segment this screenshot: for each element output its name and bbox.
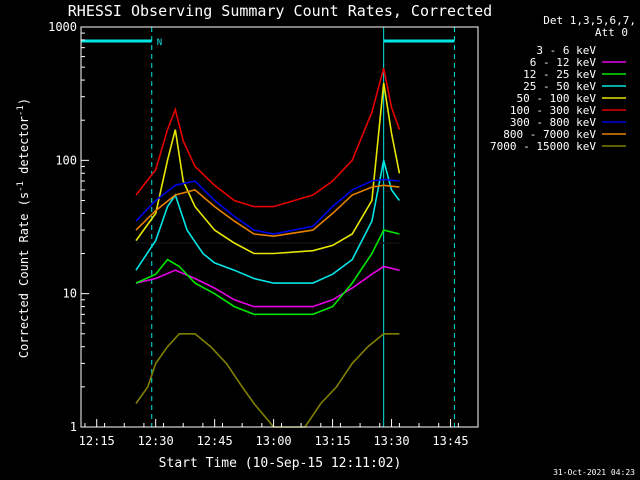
y-axis-label-main: Corrected Count Rate (s [17,192,31,358]
legend-label-2: 12 - 25 keV [523,68,596,81]
series-line-1 [135,265,400,308]
series-lines [135,68,401,428]
legend-label-6: 300 - 800 keV [510,116,596,129]
y-tick-label-1: 10 [63,287,77,301]
legend-label-3: 25 - 50 keV [523,80,596,93]
legend-label-1: 6 - 12 keV [530,56,597,69]
series-line-7 [135,184,400,238]
x-tick-label-5: 13:30 [373,434,409,448]
y-axis-label-mid: detector [17,116,31,181]
y-tick-label-0: 1 [70,420,77,434]
x-tick-label-4: 13:15 [315,434,351,448]
y-tick-label-3: 1000 [48,20,77,34]
axes: 1 10 100 1000 12:15 12:30 12:45 13:00 13:15 13:30… [48,20,479,448]
legend-label-7: 800 - 7000 keV [503,128,596,141]
series-line-6 [135,178,400,235]
x-tick-label-1: 12:30 [138,434,174,448]
legend-label-4: 50 - 100 keV [517,92,597,105]
series-line-2 [135,229,400,316]
x-tick-label-6: 13:45 [432,434,468,448]
legend-header-0: Det 1,3,5,6,7, [543,14,636,27]
footer-timestamp: 31-Oct-2021 04:23 [553,468,635,477]
x-tick-label-2: 12:45 [197,434,233,448]
y-axis-label-exp2: -1 [16,105,26,116]
legend-label-0: 3 - 6 keV [536,44,596,57]
series-line-8 [135,332,400,428]
x-tick-label-3: 13:00 [256,434,292,448]
legend-label-8: 7000 - 15000 keV [490,140,596,153]
legend-header-1: Att 0 [595,26,628,39]
y-axis-label: Corrected Count Rate (s-1 detector-1) [16,98,31,358]
legend-label-5: 100 - 300 keV [510,104,596,117]
chart-title: RHESSI Observing Summary Count Rates, Co… [68,2,492,20]
y-tick-label-2: 100 [55,153,77,167]
series-line-4 [135,82,401,255]
x-tick-label-0: 12:15 [79,434,115,448]
series-line-5 [135,68,401,208]
flag-label: N [157,38,162,48]
y-axis-label-exp1: -1 [16,181,26,192]
plot-frame [80,26,479,428]
series-line-3 [135,160,401,284]
x-axis-label: Start Time (10-Sep-15 12:11:02) [159,456,402,471]
y-axis-label-end: ) [17,98,31,105]
